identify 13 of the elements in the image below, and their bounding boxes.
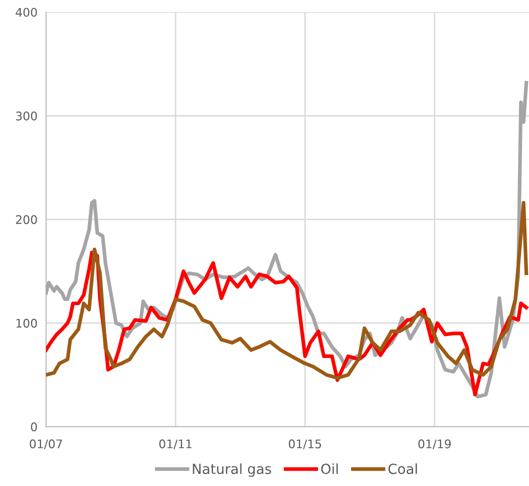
y-tick-label: 200	[16, 215, 37, 224]
y-tick-label: 0	[30, 422, 37, 432]
y-tick-label: 100	[16, 318, 37, 328]
legend-label: Oil	[321, 463, 338, 474]
legend-label: Coal	[388, 463, 417, 474]
line-series	[46, 201, 528, 380]
x-tick-label: 01/15	[288, 439, 322, 450]
y-tick-label: 400	[16, 8, 37, 17]
y-tick-label: 300	[16, 112, 37, 120]
x-tick-label: 01/11	[159, 439, 192, 450]
x-tick-label: 01/07	[30, 439, 62, 450]
legend-label: Natural gas	[192, 463, 272, 477]
x-tick-label: 01/19	[418, 439, 451, 450]
